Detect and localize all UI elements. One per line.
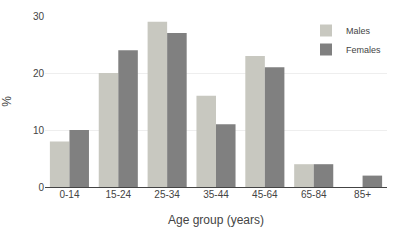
svg-text:0: 0 <box>38 182 44 193</box>
svg-text:Males: Males <box>346 26 371 36</box>
svg-text:Age group (years): Age group (years) <box>168 213 264 227</box>
svg-text:10: 10 <box>33 125 45 136</box>
svg-text:0-14: 0-14 <box>59 189 79 200</box>
svg-text:%: % <box>0 96 14 107</box>
svg-text:85+: 85+ <box>354 189 371 200</box>
svg-text:35-44: 35-44 <box>203 189 229 200</box>
svg-text:45-64: 45-64 <box>252 189 278 200</box>
svg-text:30: 30 <box>33 11 45 22</box>
svg-text:65-84: 65-84 <box>301 189 327 200</box>
svg-text:15-24: 15-24 <box>106 189 132 200</box>
svg-text:20: 20 <box>33 68 45 79</box>
svg-text:Females: Females <box>346 45 381 55</box>
svg-text:25-34: 25-34 <box>154 189 180 200</box>
